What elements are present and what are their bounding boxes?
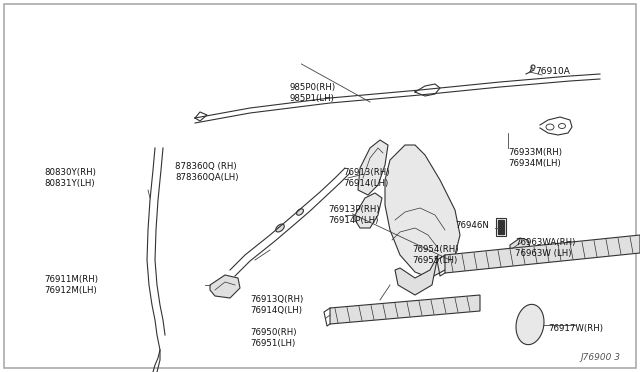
Text: 76954(RH)
76955(LH): 76954(RH) 76955(LH): [412, 245, 458, 265]
Text: 76950(RH)
76951(LH): 76950(RH) 76951(LH): [250, 328, 296, 348]
Text: 76917W(RH): 76917W(RH): [548, 324, 603, 333]
Ellipse shape: [296, 209, 303, 215]
Ellipse shape: [276, 224, 284, 232]
Text: 80830Y(RH)
80831Y(LH): 80830Y(RH) 80831Y(LH): [44, 168, 96, 188]
Polygon shape: [330, 295, 480, 324]
Text: 985P0(RH)
985P1(LH): 985P0(RH) 985P1(LH): [290, 83, 336, 103]
Polygon shape: [210, 275, 240, 298]
Text: 76913(RH)
76914(LH): 76913(RH) 76914(LH): [343, 168, 390, 188]
Polygon shape: [445, 235, 640, 273]
Bar: [496, 218, 506, 236]
Text: 76913Q(RH)
76914Q(LH): 76913Q(RH) 76914Q(LH): [250, 295, 303, 315]
Text: 76913P(RH)
76914P(LH): 76913P(RH) 76914P(LH): [328, 205, 380, 225]
Polygon shape: [516, 304, 544, 344]
Text: 76911M(RH)
76912M(LH): 76911M(RH) 76912M(LH): [44, 275, 98, 295]
Text: J76900 3: J76900 3: [580, 353, 620, 362]
Text: 878360Q (RH)
878360QA(LH): 878360Q (RH) 878360QA(LH): [175, 162, 239, 182]
Polygon shape: [358, 140, 388, 195]
Text: 76963WA(RH)
76963W (LH): 76963WA(RH) 76963W (LH): [515, 238, 575, 258]
Text: 76933M(RH)
76934M(LH): 76933M(RH) 76934M(LH): [508, 148, 562, 168]
Bar: [498, 220, 504, 234]
Polygon shape: [395, 255, 438, 295]
Text: 76910A: 76910A: [535, 67, 570, 77]
Text: 76946N: 76946N: [455, 221, 489, 230]
Polygon shape: [510, 238, 530, 255]
Polygon shape: [355, 193, 382, 228]
Polygon shape: [385, 145, 460, 278]
